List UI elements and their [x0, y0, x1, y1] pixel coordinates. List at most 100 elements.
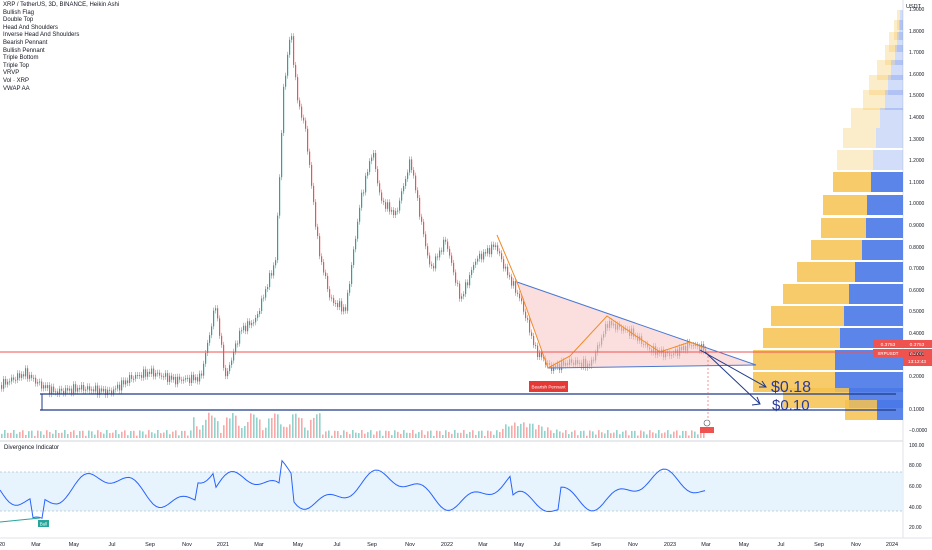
- candle-body: [81, 385, 83, 390]
- candle-body: [121, 380, 123, 391]
- legend-item: Bearish Pennant: [3, 39, 48, 46]
- candle-body: [523, 301, 525, 312]
- candle-body: [165, 373, 167, 377]
- vrvp-bar-down: [783, 388, 849, 408]
- candle-body: [231, 360, 233, 366]
- candle-body: [327, 276, 329, 290]
- candle-body: [99, 388, 101, 395]
- candle-body: [543, 357, 545, 359]
- volume-bar: [403, 430, 405, 438]
- volume-bar: [49, 432, 51, 438]
- candle-body: [19, 373, 21, 378]
- volume-bar: [214, 417, 216, 438]
- event-icon[interactable]: [703, 419, 711, 427]
- volume-bar: [448, 431, 450, 438]
- volume-bar: [580, 431, 582, 438]
- candle-body: [33, 377, 35, 379]
- volume-bar: [496, 430, 498, 438]
- candle-body: [267, 287, 269, 290]
- volume-bar: [331, 435, 333, 438]
- volume-bar: [688, 435, 690, 438]
- candle-body: [509, 275, 511, 277]
- candle-body: [23, 374, 25, 377]
- volume-bar: [148, 430, 150, 438]
- time-tick-label: 20: [0, 542, 5, 548]
- candle-body: [47, 385, 49, 389]
- volume-bar: [526, 427, 528, 438]
- volume-bar: [400, 433, 402, 438]
- candle-body: [363, 192, 365, 194]
- volume-bar: [289, 424, 291, 438]
- volume-bar: [46, 430, 48, 438]
- volume-bar: [163, 432, 165, 438]
- candle-body: [383, 200, 385, 203]
- volume-bar: [442, 434, 444, 438]
- volume-bar: [334, 430, 336, 438]
- volume-bar: [685, 430, 687, 438]
- volume-bar: [319, 413, 321, 438]
- time-axis[interactable]: 20 Mar May Jul Sep Nov 2021 Mar May Jul Sep Nov 2022…: [0, 542, 898, 548]
- candle-body: [253, 322, 255, 324]
- candle-body: [207, 342, 209, 353]
- candle-body: [323, 262, 325, 273]
- candle-body: [277, 215, 279, 261]
- candle-body: [219, 318, 221, 336]
- candle-body: [369, 161, 371, 172]
- candle-body: [17, 373, 19, 381]
- legend-item: Vol · XRP: [3, 77, 30, 84]
- candle-body: [443, 239, 445, 252]
- candle-body: [271, 273, 273, 276]
- candle-body: [437, 256, 439, 258]
- indicator-tick-label: 40.00: [909, 505, 922, 511]
- vrvp-bar-up: [900, 10, 903, 30]
- candle-body: [477, 258, 479, 262]
- candle-body: [521, 298, 523, 302]
- volume-bar: [634, 430, 636, 438]
- vrvp-bar-up: [844, 306, 903, 326]
- candle-body: [347, 292, 349, 311]
- candle-body: [399, 200, 401, 211]
- candle-body: [303, 117, 305, 121]
- volume-bar: [418, 432, 420, 438]
- vrvp-bar-up: [880, 108, 903, 128]
- candle-body: [519, 293, 521, 299]
- candle-body: [355, 238, 357, 250]
- volume-bar: [250, 413, 252, 438]
- candle-body: [263, 297, 265, 299]
- volume-bar: [88, 430, 90, 438]
- time-tick-label: May: [69, 542, 80, 548]
- candle-body: [155, 373, 157, 377]
- volume-bar: [502, 428, 504, 438]
- price-tick-label: −0.0000: [909, 428, 927, 434]
- candle-body: [293, 36, 295, 65]
- candle-body: [103, 388, 105, 392]
- candle-body: [157, 372, 159, 374]
- candle-body: [497, 245, 499, 252]
- projection-arrow-1: [699, 349, 767, 388]
- candle-body: [481, 253, 483, 260]
- volume-bar: [652, 432, 654, 438]
- volume-bar: [505, 424, 507, 438]
- candle-body: [361, 192, 363, 208]
- candle-body: [35, 377, 37, 384]
- candle-body: [199, 373, 201, 382]
- event-badge[interactable]: [700, 427, 714, 433]
- price-axis[interactable]: 1.9000 1.8000 1.7000 1.6000 1.5000 1.4000 1.30…: [909, 7, 927, 434]
- price-tick-label: 1.0000: [909, 201, 925, 207]
- price-tick-label: 0.2000: [909, 374, 925, 380]
- candle-body: [139, 375, 141, 377]
- candle-body: [123, 380, 125, 385]
- time-tick-label: May: [293, 542, 304, 548]
- time-tick-label: Sep: [367, 542, 377, 548]
- vrvp-bar-down: [753, 350, 835, 370]
- volume-bar: [676, 430, 678, 438]
- candle-body: [181, 379, 183, 381]
- volume-bar: [568, 434, 570, 438]
- vrvp-bar-down: [821, 218, 866, 238]
- volume-bar: [559, 431, 561, 438]
- candle-body: [331, 297, 333, 299]
- candle-body: [475, 261, 477, 265]
- volume-bar: [40, 431, 42, 438]
- vrvp-bar-down: [783, 284, 849, 304]
